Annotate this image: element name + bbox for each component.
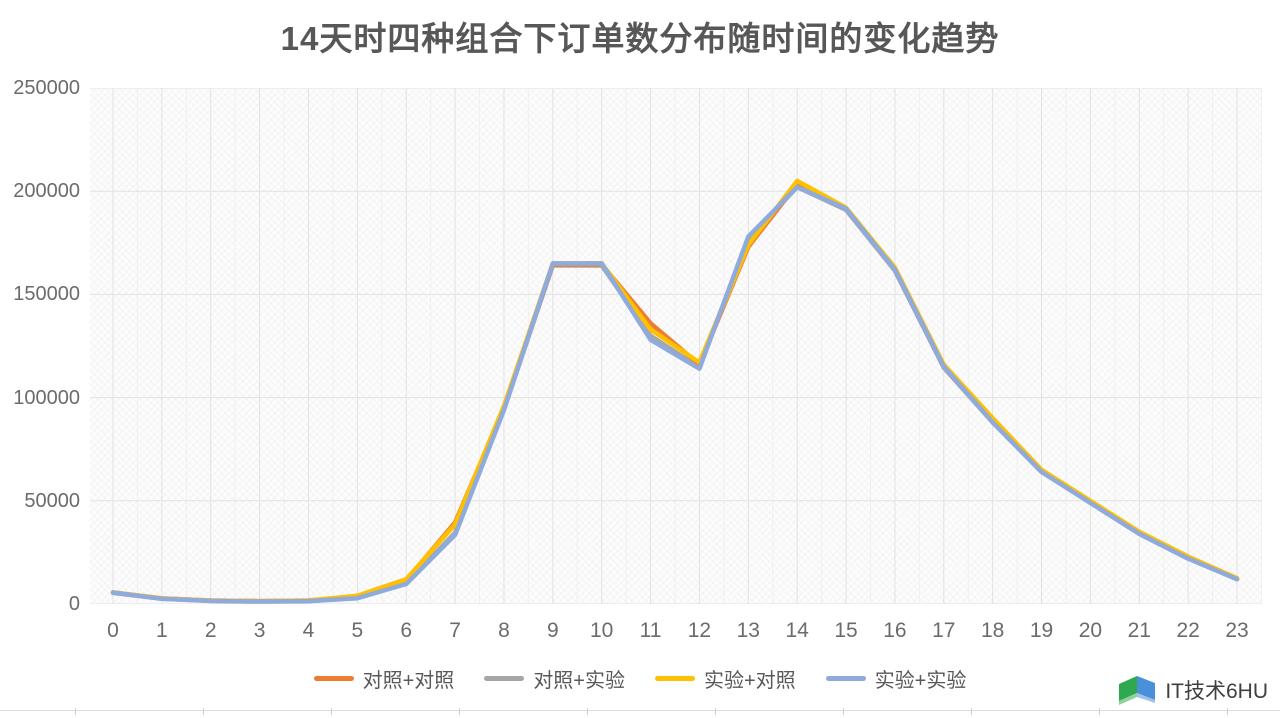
- cell-border-tick: [459, 708, 460, 715]
- line-chart-canvas: [90, 88, 1262, 604]
- x-axis-tick-label: 10: [590, 619, 614, 642]
- legend-label: 对照+实验: [533, 670, 625, 692]
- chart-title: 14天时四种组合下订单数分布随时间的变化趋势: [280, 20, 1000, 57]
- x-axis-tick-label: 17: [932, 619, 956, 642]
- x-axis-tick-label: 18: [980, 619, 1005, 642]
- brand-watermark: IT技术6HU: [1117, 674, 1268, 705]
- legend-swatch-icon: [313, 676, 354, 681]
- series-line-实验+实验: [110, 184, 1240, 604]
- legend-item-对照+对照: 对照+对照: [313, 664, 455, 693]
- cell-border-tick: [715, 708, 716, 715]
- y-axis-tick-label: 50000: [24, 489, 80, 512]
- x-axis-tick-label: 9: [546, 619, 559, 642]
- legend-label: 对照+对照: [362, 670, 455, 692]
- x-axis-tick-label: 20: [1078, 619, 1103, 642]
- x-axis-tick-label: 5: [351, 619, 364, 642]
- legend-swatch-icon: [655, 676, 695, 681]
- legend-item-对照+实验: 对照+实验: [484, 664, 625, 693]
- brand-text: IT技术6HU: [1165, 679, 1268, 703]
- cell-border-tick: [203, 708, 204, 715]
- legend-label: 实验+对照: [704, 670, 796, 692]
- y-axis-tick-label: 100000: [13, 386, 80, 409]
- x-axis-tick-label: 3: [253, 619, 266, 642]
- legend-swatch-icon: [484, 676, 525, 681]
- x-axis-tick-label: 13: [736, 619, 760, 642]
- cell-border-tick: [75, 708, 76, 715]
- x-axis-tick-label: 2: [204, 619, 217, 642]
- cell-border-tick: [587, 708, 588, 715]
- legend-label: 实验+实验: [874, 670, 967, 692]
- spreadsheet-row-border: [0, 708, 1280, 718]
- x-axis-tick-label: 21: [1127, 619, 1151, 642]
- plot-area: [90, 88, 1262, 604]
- x-axis-tick-label: 15: [834, 619, 858, 642]
- x-axis-tick-label: 19: [1029, 619, 1054, 642]
- cell-border-tick: [971, 708, 972, 715]
- chart-legend: 对照+对照 对照+实验 实验+对照 实验+实验: [0, 664, 1280, 693]
- cell-border-tick: [843, 708, 844, 715]
- cell-border-tick: [1227, 708, 1228, 715]
- x-axis-tick-label: 0: [107, 619, 119, 642]
- legend-item-实验+对照: 实验+对照: [655, 664, 796, 693]
- brand-logo-icon: [1119, 676, 1156, 705]
- y-axis-tick-label: 200000: [13, 180, 80, 203]
- x-axis-tick-label: 11: [639, 619, 662, 642]
- cell-border-tick: [331, 708, 332, 715]
- x-axis-tick-label: 14: [785, 619, 809, 642]
- y-axis-tick-label: 250000: [13, 77, 80, 99]
- y-axis-tick-label: 0: [68, 593, 80, 615]
- legend-item-实验+实验: 实验+实验: [825, 664, 967, 693]
- x-axis-tick-label: 7: [449, 619, 461, 642]
- x-axis-tick-label: 6: [400, 619, 413, 642]
- cell-border-tick: [1099, 708, 1100, 715]
- x-axis-tick-label: 12: [687, 619, 712, 642]
- x-axis-tick-label: 8: [498, 619, 510, 642]
- x-axis-tick-label: 1: [156, 619, 168, 642]
- y-axis-tick-label: 150000: [13, 283, 80, 306]
- x-axis-tick-label: 23: [1225, 619, 1249, 642]
- x-axis-tick-label: 22: [1176, 619, 1200, 642]
- legend-swatch-icon: [825, 676, 866, 681]
- x-axis-tick-label: 4: [302, 619, 315, 642]
- x-axis-tick-label: 16: [883, 619, 907, 642]
